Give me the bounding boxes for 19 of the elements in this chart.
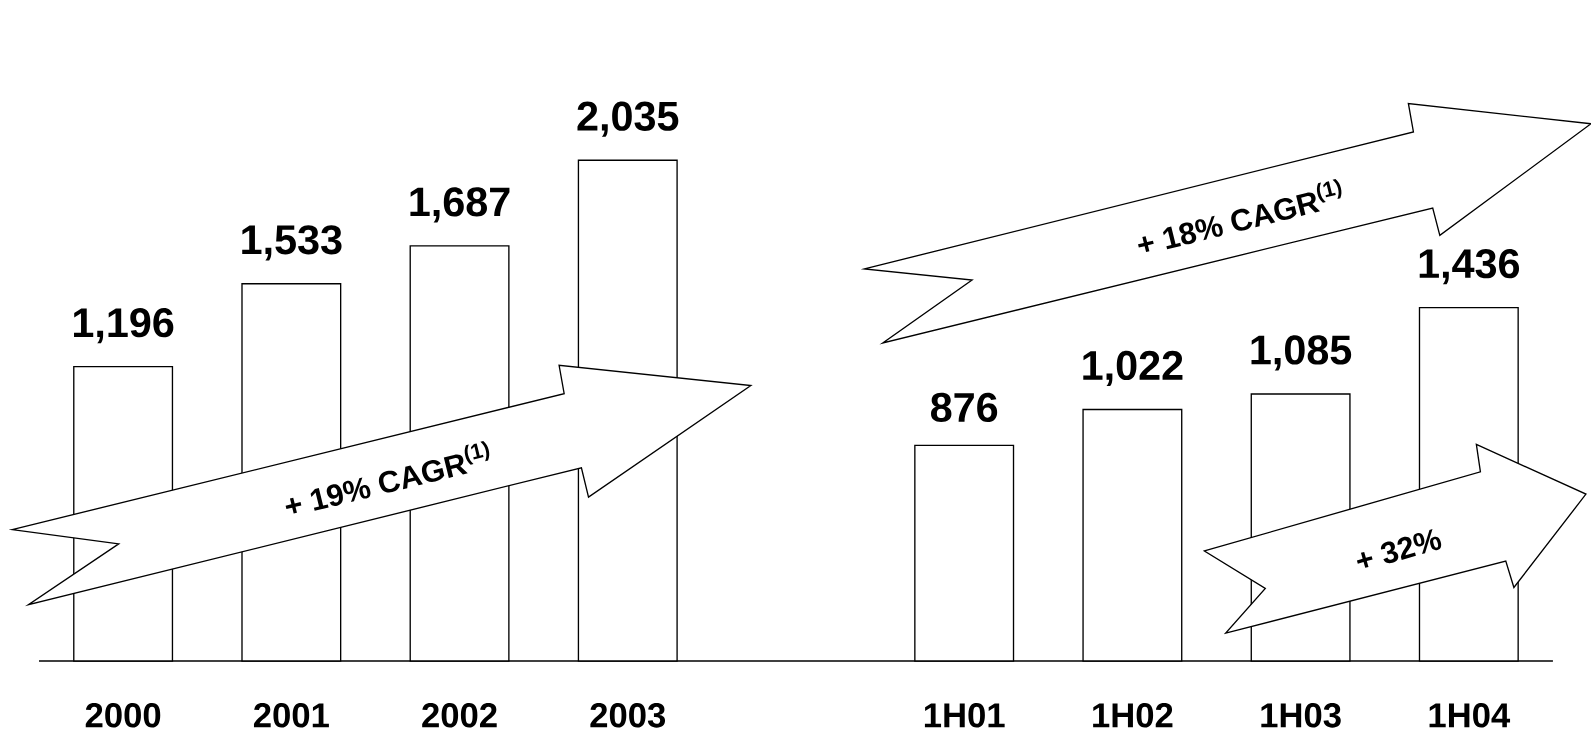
data-label: 1,436 xyxy=(1419,249,1520,285)
data-label: 2,035 xyxy=(577,101,679,137)
data-label: 1,533 xyxy=(242,225,342,261)
x-tick-label: 2003 xyxy=(590,703,666,728)
annotation: + 19% CAGR$^{(1)}$ xyxy=(285,441,490,514)
data-label: 1,085 xyxy=(1251,335,1352,371)
x-tick-label: 2000 xyxy=(85,703,161,728)
x-tick-label: 1H04 xyxy=(1429,703,1511,728)
data-label: 1,687 xyxy=(410,187,510,223)
data-label: 1,196 xyxy=(74,308,174,344)
data-label: 1,022 xyxy=(1083,350,1183,387)
annotation: + 32% xyxy=(1356,529,1442,568)
x-tick-label: 1H03 xyxy=(1261,703,1341,728)
x-tick-label: 1H01 xyxy=(924,703,1005,728)
data-label: 876 xyxy=(931,392,998,423)
annotation: + 18% CAGR$^{(1)}$ xyxy=(1138,178,1342,253)
x-tick-label: 2001 xyxy=(253,703,329,728)
x-tick-label: 1H02 xyxy=(1093,703,1173,728)
x-tick-label: 2002 xyxy=(422,703,497,728)
